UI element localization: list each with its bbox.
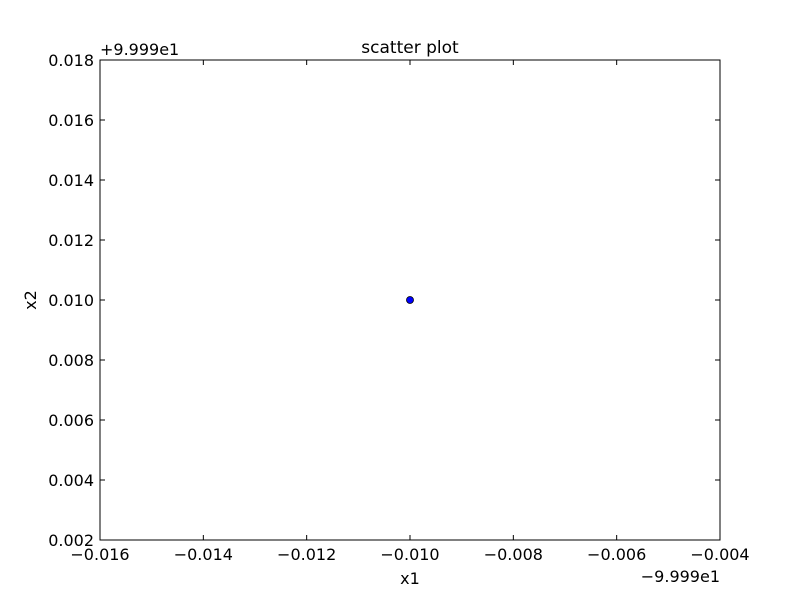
x-axis-offset-label: −9.999e1 bbox=[641, 567, 720, 586]
y-tick-label: 0.012 bbox=[48, 231, 94, 250]
chart-title: scatter plot bbox=[361, 38, 459, 58]
x-tick-label: −0.004 bbox=[690, 545, 749, 564]
data-point bbox=[406, 296, 414, 304]
x-tick-label: −0.006 bbox=[587, 545, 646, 564]
y-tick-label: 0.014 bbox=[48, 171, 94, 190]
x-tick-label: −0.008 bbox=[484, 545, 543, 564]
x-tick-label: −0.014 bbox=[174, 545, 233, 564]
y-tick-label: 0.018 bbox=[48, 51, 94, 70]
y-tick-label: 0.016 bbox=[48, 111, 94, 130]
x-tick-label: −0.016 bbox=[70, 545, 129, 564]
y-axis-ticks: 0.002 0.004 0.006 0.008 0.010 0.012 0.014 0.016… bbox=[48, 51, 720, 550]
y-tick-label: 0.008 bbox=[48, 351, 94, 370]
y-tick-label: 0.006 bbox=[48, 411, 94, 430]
x-tick-label: −0.012 bbox=[277, 545, 336, 564]
y-tick-label: 0.004 bbox=[48, 471, 94, 490]
x-axis-ticks: −0.016 −0.014 −0.012 −0.010 −0.008 −0.006 −0.0… bbox=[70, 60, 750, 564]
y-axis-label: x2 bbox=[21, 290, 40, 310]
x-tick-label: −0.010 bbox=[380, 545, 439, 564]
y-tick-label: 0.010 bbox=[48, 291, 94, 310]
data-points bbox=[406, 296, 414, 304]
x-axis-label: x1 bbox=[400, 569, 420, 588]
y-axis-offset-label: +9.999e1 bbox=[100, 40, 179, 59]
y-tick-label: 0.002 bbox=[48, 531, 94, 550]
